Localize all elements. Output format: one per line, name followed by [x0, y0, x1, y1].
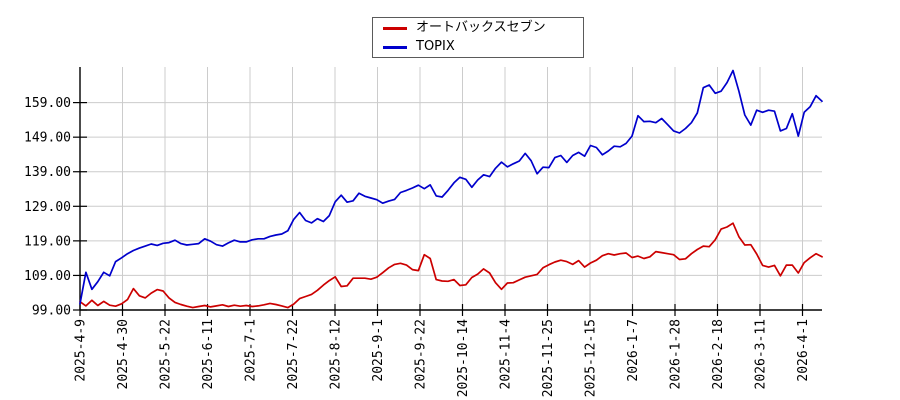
legend-label-autobacs: オートバックスセブン — [416, 20, 546, 35]
x-tick-label: 2025-9-1 — [371, 319, 386, 382]
legend-line-red-icon — [383, 26, 407, 30]
chart-legend: オートバックスセブン TOPIX — [372, 17, 584, 58]
x-tick-label: 2025-9-22 — [414, 319, 429, 389]
x-tick-label: 2026-3-11 — [754, 319, 769, 389]
legend-line-blue-icon — [383, 45, 407, 49]
x-tick-label: 2025-11-25 — [541, 319, 556, 397]
y-tick-label: 99.00 — [32, 304, 71, 319]
legend-item-topix: TOPIX — [373, 39, 583, 55]
y-tick-label: 149.00 — [24, 131, 71, 146]
series-line-topix — [79, 69, 823, 305]
x-tick-label: 2025-12-15 — [584, 319, 599, 397]
legend-label-topix: TOPIX — [416, 39, 455, 54]
series-line-autobacs — [79, 222, 823, 309]
x-tick-label: 2025-5-22 — [159, 319, 174, 389]
x-tick-label: 2025-6-11 — [201, 319, 216, 389]
legend-item-autobacs: オートバックスセブン — [373, 20, 583, 36]
x-tick-label: 2025-8-12 — [329, 319, 344, 389]
x-tick-label: 2026-2-18 — [711, 319, 726, 389]
y-tick-label: 139.00 — [24, 165, 71, 180]
x-tick-label: 2025-7-22 — [286, 319, 301, 389]
x-tick-label: 2025-10-14 — [456, 319, 471, 397]
y-tick-label: 109.00 — [24, 269, 71, 284]
y-tick-label: 159.00 — [24, 96, 71, 111]
x-tick-label: 2025-7-1 — [244, 319, 259, 382]
y-tick-label: 119.00 — [24, 234, 71, 249]
x-tick-label: 2025-11-4 — [499, 319, 514, 390]
x-tick-label: 2026-4-1 — [796, 319, 811, 382]
x-tick-label: 2026-1-28 — [669, 319, 684, 389]
x-tick-label: 2026-1-7 — [626, 319, 641, 382]
y-tick-label: 129.00 — [24, 200, 71, 215]
x-tick-label: 2025-4-30 — [116, 319, 131, 389]
x-tick-label: 2025-4-9 — [74, 319, 89, 382]
